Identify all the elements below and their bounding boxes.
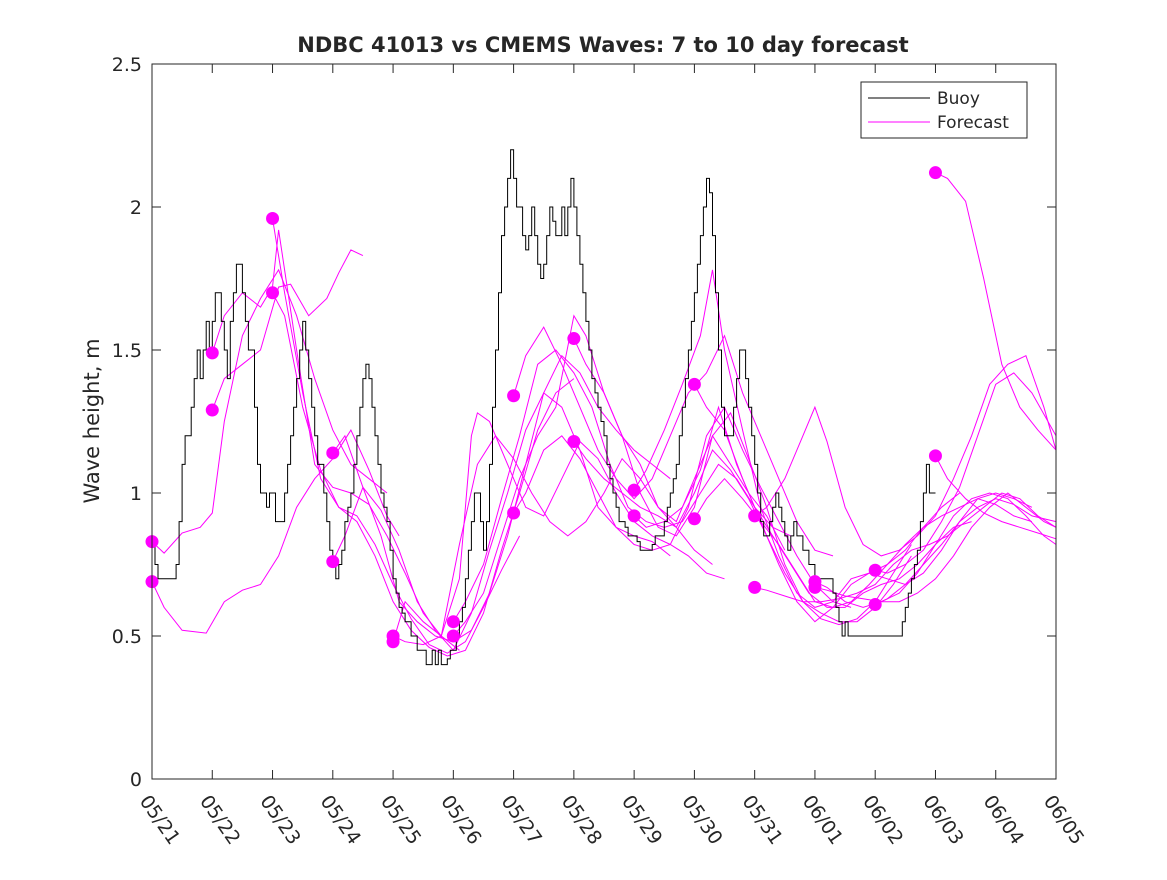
- forecast-marker-16: [627, 483, 641, 497]
- y-tick-label-4: 2: [130, 197, 142, 219]
- forecast-marker-18: [687, 377, 701, 391]
- forecast-marker-9: [386, 629, 400, 643]
- forecast-line-6: [332, 354, 671, 643]
- legend-label-forecast: Forecast: [937, 113, 1009, 133]
- forecast-line-10: [452, 349, 792, 622]
- axes-box: [151, 63, 1057, 780]
- buoy-line: [152, 149, 936, 666]
- chart-title: NDBC 41013 vs CMEMS Waves: 7 to 10 day f…: [297, 33, 908, 57]
- forecast-marker-23: [808, 580, 822, 594]
- forecast-marker-3: [205, 346, 219, 360]
- forecast-marker-17: [627, 509, 641, 523]
- buoy-series-group: [152, 149, 936, 666]
- forecast-line-2: [211, 249, 364, 411]
- forecast-marker-7: [326, 555, 340, 569]
- y-axis-ticks: 0 0.5 1 1.5 2 2.5: [112, 54, 1056, 791]
- forecast-line-23: [814, 492, 1057, 603]
- forecast-marker-15: [567, 435, 581, 449]
- forecast-line-1: [151, 268, 388, 554]
- y-tick-label-5: 2.5: [112, 54, 142, 76]
- forecast-line-12: [513, 326, 834, 557]
- forecast-marker-25: [868, 598, 882, 612]
- forecast-marker-19: [687, 512, 701, 526]
- forecast-marker-12: [507, 389, 521, 403]
- y-tick-label-1: 0.5: [112, 626, 142, 648]
- y-tick-label-3: 1.5: [112, 340, 142, 362]
- forecast-line-15: [573, 441, 912, 626]
- forecast-marker-26: [928, 166, 942, 180]
- forecast-line-21: [754, 492, 1057, 603]
- forecast-line-24: [875, 372, 1057, 574]
- forecast-line-7: [332, 392, 671, 652]
- forecast-marker-13: [507, 506, 521, 520]
- forecast-line-20: [754, 355, 1057, 557]
- forecast-line-16: [633, 269, 960, 608]
- legend: Buoy Forecast: [860, 81, 1028, 139]
- forecast-line-0: [151, 429, 400, 634]
- legend-box: [860, 81, 1028, 139]
- forecast-marker-2: [205, 403, 219, 417]
- forecast-line-13: [513, 406, 852, 608]
- forecast-line-27: [935, 455, 1057, 540]
- forecast-line-22: [814, 492, 1057, 608]
- y-axis-label: Wave height, m: [80, 338, 104, 503]
- y-tick-label-0: 0: [130, 769, 142, 791]
- y-tick-label-2: 1: [130, 483, 142, 505]
- forecast-line-19: [693, 477, 1033, 608]
- forecast-line-14: [573, 338, 912, 623]
- forecast-line-26: [935, 172, 1057, 451]
- forecast-line-18: [693, 384, 1033, 623]
- forecast-marker-6: [326, 446, 340, 460]
- forecast-marker-20: [748, 509, 762, 523]
- legend-label-buoy: Buoy: [937, 89, 980, 109]
- forecast-markers-group: [145, 166, 942, 649]
- axes-frame: [151, 63, 1057, 780]
- forecast-marker-21: [748, 580, 762, 594]
- forecast-marker-4: [266, 211, 280, 225]
- forecast-marker-14: [567, 332, 581, 346]
- forecast-line-8: [392, 412, 725, 642]
- forecast-marker-5: [266, 286, 280, 300]
- forecast-marker-11: [446, 629, 460, 643]
- forecast-marker-27: [928, 449, 942, 463]
- forecast-line-25: [874, 498, 1057, 605]
- forecast-marker-24: [868, 563, 882, 577]
- forecast-marker-10: [446, 615, 460, 629]
